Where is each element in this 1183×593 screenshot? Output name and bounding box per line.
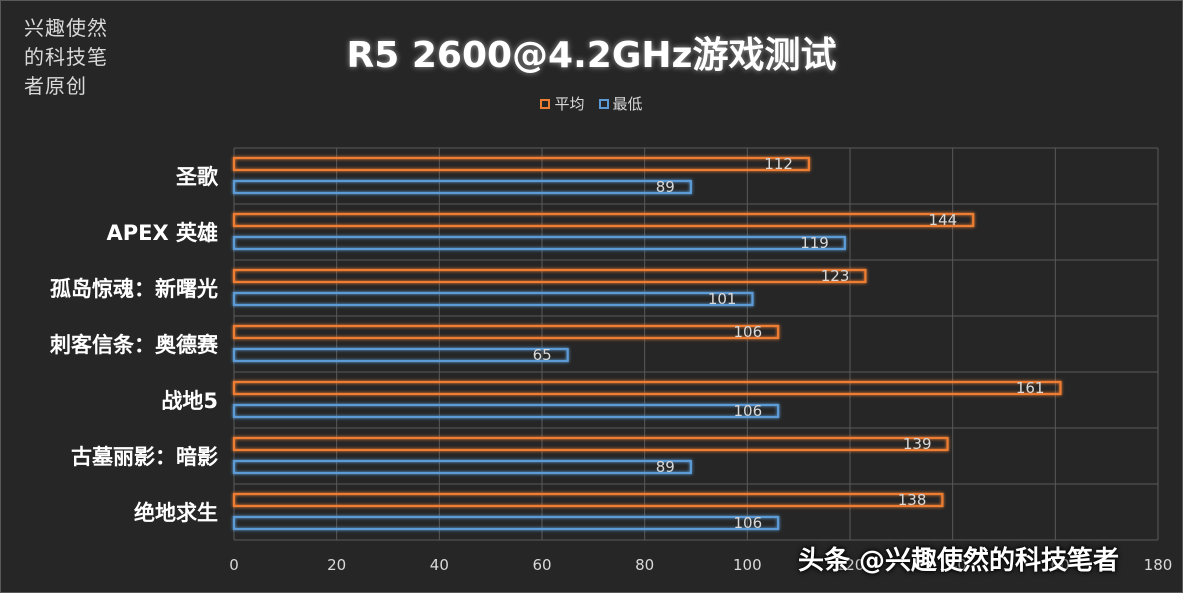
grid bbox=[233, 147, 1159, 541]
bars bbox=[232, 156, 1062, 531]
corner-note: 兴趣使然的科技笔者原创 bbox=[24, 16, 108, 98]
data-label-min: 106 bbox=[733, 514, 762, 532]
bar-min bbox=[232, 235, 846, 251]
bar-avg bbox=[232, 156, 811, 172]
x-tick-label: 0 bbox=[229, 556, 239, 574]
bar-min bbox=[232, 459, 692, 475]
bar-min bbox=[232, 347, 569, 363]
category-label: 古墓丽影：暗影 bbox=[71, 445, 218, 469]
data-label-min: 89 bbox=[656, 178, 675, 196]
bar-min bbox=[232, 403, 780, 419]
category-label: 孤岛惊魂：新曙光 bbox=[50, 277, 218, 301]
legend-item-avg: 平均 bbox=[540, 93, 585, 114]
data-label-avg: 161 bbox=[1016, 379, 1045, 397]
x-tick-label: 160 bbox=[1041, 556, 1070, 574]
x-tick-label: 20 bbox=[327, 556, 346, 574]
bar-avg bbox=[232, 268, 867, 284]
data-label-avg: 139 bbox=[903, 435, 932, 453]
data-label-avg: 112 bbox=[764, 155, 793, 173]
bar-min bbox=[232, 515, 780, 531]
data-label-min: 65 bbox=[533, 346, 552, 364]
x-tick-label: 100 bbox=[733, 556, 762, 574]
data-label-min: 119 bbox=[800, 234, 829, 252]
bar-avg bbox=[232, 436, 949, 452]
category-label: 绝地求生 bbox=[134, 501, 218, 525]
legend-item-min: 最低 bbox=[598, 93, 643, 114]
x-tick-label: 120 bbox=[836, 556, 865, 574]
legend-swatch-avg bbox=[540, 98, 551, 109]
legend-label-min: 最低 bbox=[612, 95, 643, 113]
data-label-min: 106 bbox=[733, 402, 762, 420]
x-tick-label: 180 bbox=[1144, 556, 1173, 574]
legend-label-avg: 平均 bbox=[554, 95, 585, 113]
labels: 0 20 40 60 80 100 120 140 160 180 圣歌 112 89 APEX 英雄 14… bbox=[50, 155, 1172, 574]
category-label: APEX 英雄 bbox=[107, 221, 219, 245]
category-label: 圣歌 bbox=[176, 165, 219, 189]
bar-min bbox=[232, 179, 692, 195]
bar-avg bbox=[232, 492, 944, 508]
bar-min bbox=[232, 291, 754, 307]
chart-title: R5 2600@4.2GHz游戏测试 bbox=[346, 35, 837, 76]
data-label-avg: 106 bbox=[733, 323, 762, 341]
x-tick-label: 140 bbox=[938, 556, 967, 574]
legend: 平均 最低 bbox=[0, 93, 1183, 114]
x-tick-label: 40 bbox=[430, 556, 449, 574]
data-label-avg: 144 bbox=[929, 211, 958, 229]
data-label-avg: 138 bbox=[898, 491, 927, 509]
x-tick-label: 80 bbox=[635, 556, 654, 574]
x-tick-label: 60 bbox=[532, 556, 551, 574]
category-label: 刺客信条：奥德赛 bbox=[50, 333, 219, 357]
category-label: 战地5 bbox=[161, 389, 218, 413]
data-label-min: 101 bbox=[708, 290, 737, 308]
data-label-avg: 123 bbox=[821, 267, 850, 285]
bar-avg bbox=[232, 324, 780, 340]
legend-swatch-min bbox=[598, 98, 609, 109]
bar-avg bbox=[232, 212, 975, 228]
watermark: 头条 @兴趣使然的科技笔者 bbox=[798, 546, 1120, 576]
data-label-min: 89 bbox=[656, 458, 675, 476]
bar-avg bbox=[232, 380, 1062, 396]
